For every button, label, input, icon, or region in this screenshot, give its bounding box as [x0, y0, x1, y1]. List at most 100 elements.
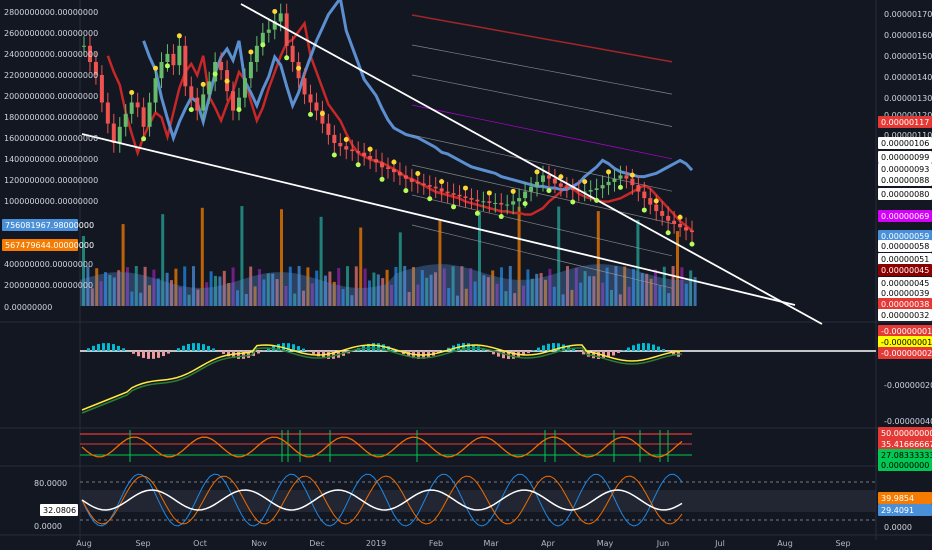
volume-bar	[676, 231, 679, 306]
signal-dot	[534, 169, 540, 175]
envelope-line	[411, 44, 673, 95]
candle-body	[421, 183, 426, 186]
volume-bar	[143, 266, 147, 306]
right-badge-6: 0.00000069	[881, 212, 929, 221]
cci-line	[81, 436, 683, 458]
signal-dot	[260, 42, 266, 48]
candle-body	[207, 81, 212, 95]
candle-body	[380, 162, 385, 168]
signal-dot	[236, 107, 242, 113]
macd-hist-bar	[387, 346, 390, 351]
right-badge-5: 0.00000080	[881, 190, 929, 199]
signal-dot	[665, 230, 671, 236]
volume-bar	[104, 272, 107, 306]
left-tick-label: 1800000000.00000000	[4, 113, 98, 122]
left-tick-label: 1600000000.00000000	[4, 134, 98, 143]
x-tick-label: Oct	[193, 539, 207, 548]
candle-body	[511, 201, 516, 205]
macd-signal-line	[81, 344, 683, 411]
envelope-line	[411, 14, 673, 63]
left-tick-label: 1400000000.00000000	[4, 155, 98, 164]
macd-hist-bar	[617, 351, 620, 353]
macd-badge-2-bg	[878, 347, 932, 359]
volume-bar	[227, 282, 231, 306]
candle-body	[433, 186, 438, 189]
trend-lines[interactable]	[81, 3, 823, 325]
macd-hist-bar	[667, 351, 670, 352]
candle-body	[612, 178, 617, 182]
volume-bar	[420, 270, 424, 306]
volume-bar	[306, 267, 310, 306]
signal-dot	[379, 176, 385, 182]
stoch-badge-1: 29.4091	[881, 506, 914, 515]
volume-bar	[332, 281, 336, 306]
volume-bar	[618, 294, 622, 306]
candle-body	[690, 230, 694, 233]
macd-hist-bar	[537, 347, 540, 351]
trend-line-lower	[81, 133, 796, 306]
macd-hist-bar	[372, 343, 375, 351]
cci-panel[interactable]: 50.00000000 35.41666667 27.083333330.00000…	[80, 427, 932, 471]
volume-bar	[130, 291, 134, 306]
volume-bar	[627, 286, 631, 306]
macd-hist-bar	[527, 351, 530, 354]
volume-bar	[469, 268, 473, 306]
left-badge-volume-ma: 756081967.98000000	[5, 221, 94, 230]
macd-hist-bar	[137, 351, 140, 357]
volume-bar	[570, 289, 574, 306]
stoch-badge-0: 39.9854	[881, 494, 914, 503]
volume-bar	[429, 274, 433, 306]
volume-bar	[275, 279, 279, 306]
volume-bar	[90, 288, 94, 306]
macd-hist-bar	[612, 351, 615, 356]
macd-hist-bar	[577, 351, 580, 352]
signal-dot	[558, 174, 564, 180]
volume-bar	[614, 266, 618, 306]
x-tick-label: Sep	[835, 539, 850, 548]
volume-bar	[108, 275, 112, 306]
volume-bar	[552, 286, 556, 306]
macd-hist-bar	[162, 351, 165, 357]
x-tick-label: Jun	[656, 539, 670, 548]
macd-hist-bar	[182, 345, 185, 351]
volume-bar	[610, 289, 613, 306]
volume-bar	[152, 269, 156, 306]
signal-dot	[319, 111, 325, 117]
right-badge-4: 0.00000088	[881, 176, 929, 185]
candle-body	[195, 97, 200, 111]
right-tick-label: 0.00000140	[884, 73, 932, 82]
left-tick-label: 2200000000.00000000	[4, 71, 98, 80]
right-badge-1-bg	[878, 137, 932, 149]
candle-body	[362, 152, 367, 156]
volume-bar	[583, 271, 587, 306]
stoch-panel[interactable]: 80.0000 0.0000 32.0806 0.0000 39.9854 29.4091	[34, 473, 932, 532]
macd-hist-bar	[497, 351, 500, 357]
volume-bar	[649, 278, 653, 306]
volume-bar	[579, 282, 583, 306]
volume-bar	[491, 270, 495, 306]
left-tick-label: 400000000.00000000	[4, 260, 93, 269]
volume-bar	[557, 206, 561, 306]
candle-body	[314, 102, 319, 111]
right-tick-label: 0.00000110	[884, 131, 932, 140]
x-tick-label: Apr	[541, 539, 556, 548]
signal-dot	[510, 188, 516, 194]
signal-dot	[296, 65, 302, 71]
candle-body	[266, 29, 271, 33]
volume-bar	[495, 283, 499, 306]
signal-dot	[439, 179, 445, 185]
signal-dot	[653, 198, 659, 204]
candle-body	[129, 102, 134, 114]
x-tick-label: Nov	[251, 539, 267, 548]
candle-body	[493, 202, 498, 204]
signal-dot	[164, 63, 170, 69]
candle-body	[582, 191, 587, 193]
candle-body	[481, 201, 486, 203]
macd-panel[interactable]: -0.00000020 -0.00000040 -0.00000001 -0.0000…	[80, 325, 932, 426]
macd-hist-bar	[632, 345, 635, 351]
volume-bar	[684, 283, 688, 306]
right-badge-9-bg	[878, 253, 932, 265]
right-badge-8: 0.00000058	[881, 242, 929, 251]
